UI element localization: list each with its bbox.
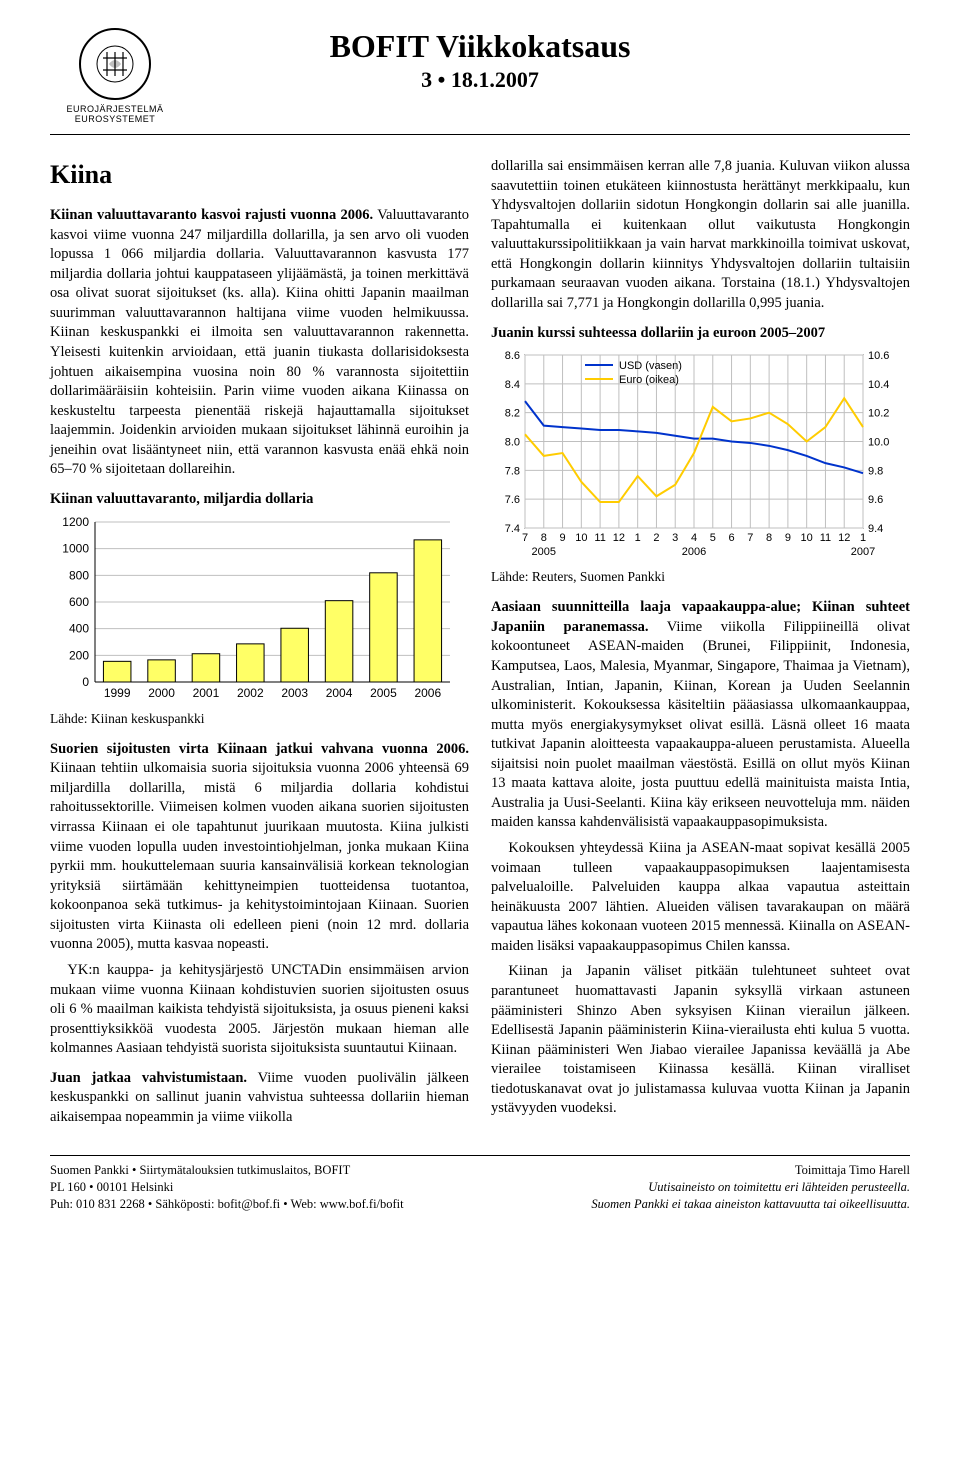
svg-text:11: 11 xyxy=(594,532,605,544)
svg-text:3: 3 xyxy=(672,532,678,544)
svg-text:9.8: 9.8 xyxy=(868,465,883,477)
svg-text:5: 5 xyxy=(710,532,716,544)
svg-text:1200: 1200 xyxy=(62,515,89,529)
header-title: BOFIT Viikkokatsaus 3 • 18.1.2007 xyxy=(180,28,780,93)
chart2: 7.4 7.6 7.8 8.0 8.2 8.4 8.6 9.4 9.6 9.8 10.0 10.2 10… xyxy=(491,347,910,562)
footer-l2: PL 160 • 00101 Helsinki xyxy=(50,1179,404,1196)
svg-text:12: 12 xyxy=(838,532,850,544)
svg-text:2006: 2006 xyxy=(414,686,441,700)
para-2-body: Kiinaan tehtiin ulkomaisia suoria sijoit… xyxy=(50,760,469,952)
svg-text:2001: 2001 xyxy=(193,686,220,700)
svg-text:12: 12 xyxy=(613,532,625,544)
logo-block: EUROJÄRJESTELMÄ EUROSYSTEMET xyxy=(50,28,180,124)
para-1-lead: Kiinan valuuttavaranto kasvoi rajusti vu… xyxy=(50,207,373,223)
svg-text:2007: 2007 xyxy=(851,546,875,558)
svg-text:8.2: 8.2 xyxy=(505,408,520,420)
bank-logo-icon xyxy=(79,28,151,100)
svg-text:11: 11 xyxy=(820,532,831,544)
svg-text:2005: 2005 xyxy=(370,686,397,700)
chart1-title: Kiinan valuuttavaranto, miljardia dollar… xyxy=(50,490,469,510)
chart2-source: Lähde: Reuters, Suomen Pankki xyxy=(491,568,910,586)
svg-text:8: 8 xyxy=(766,532,772,544)
issue-line: 3 • 18.1.2007 xyxy=(180,67,780,93)
svg-text:10: 10 xyxy=(575,532,587,544)
section-heading: Kiina xyxy=(50,157,469,192)
svg-text:10.4: 10.4 xyxy=(868,379,889,391)
right-column: dollarilla sai ensimmäisen kerran alle 7… xyxy=(491,157,910,1133)
page-header: EUROJÄRJESTELMÄ EUROSYSTEMET BOFIT Viikk… xyxy=(50,28,910,135)
para-2: Suorien sijoitusten virta Kiinaan jatkui… xyxy=(50,740,469,955)
svg-text:2002: 2002 xyxy=(237,686,264,700)
chart1: 0 200 400 600 800 1000 1200 1999 2000 2001 2002 200… xyxy=(50,514,469,704)
svg-text:0: 0 xyxy=(82,675,89,689)
svg-text:1999: 1999 xyxy=(104,686,131,700)
svg-text:2004: 2004 xyxy=(326,686,353,700)
svg-text:6: 6 xyxy=(728,532,734,544)
right-para-2-body: Viime viikolla Filippiineillä olivat kok… xyxy=(491,619,910,831)
svg-text:8.6: 8.6 xyxy=(505,350,520,362)
svg-text:9.6: 9.6 xyxy=(868,494,883,506)
svg-text:7: 7 xyxy=(522,532,528,544)
svg-text:7.8: 7.8 xyxy=(505,465,520,477)
footer-r1: Toimittaja Timo Harell xyxy=(591,1162,910,1179)
chart2-title: Juanin kurssi suhteessa dollariin ja eur… xyxy=(491,324,910,344)
svg-text:2: 2 xyxy=(653,532,659,544)
svg-text:1000: 1000 xyxy=(62,541,89,555)
para-3-lead: Juan jatkaa vahvistumistaan. xyxy=(50,1070,247,1086)
svg-text:10.2: 10.2 xyxy=(868,408,889,420)
svg-text:4: 4 xyxy=(691,532,697,544)
svg-text:200: 200 xyxy=(69,648,89,662)
svg-text:2003: 2003 xyxy=(281,686,308,700)
svg-text:1: 1 xyxy=(635,532,641,544)
right-para-1: dollarilla sai ensimmäisen kerran alle 7… xyxy=(491,157,910,314)
svg-text:800: 800 xyxy=(69,568,89,582)
right-para-2b: Kokouksen yhteydessä Kiina ja ASEAN-maat… xyxy=(491,839,910,956)
svg-text:600: 600 xyxy=(69,595,89,609)
para-1: Kiinan valuuttavaranto kasvoi rajusti vu… xyxy=(50,206,469,480)
right-para-2: Aasiaan suunnitteilla laaja vapaakauppa-… xyxy=(491,598,910,833)
svg-text:2000: 2000 xyxy=(148,686,175,700)
svg-text:1: 1 xyxy=(860,532,866,544)
svg-text:7: 7 xyxy=(747,532,753,544)
svg-text:2005: 2005 xyxy=(532,546,556,558)
para-2b: YK:n kauppa- ja kehitysjärjestö UNCTADin… xyxy=(50,961,469,1059)
svg-text:2006: 2006 xyxy=(682,546,706,558)
footer-l3: Puh: 010 831 2268 • Sähköposti: bofit@bo… xyxy=(50,1196,404,1213)
svg-text:9.4: 9.4 xyxy=(868,523,883,535)
svg-text:10: 10 xyxy=(801,532,813,544)
publication-title: BOFIT Viikkokatsaus xyxy=(180,28,780,65)
left-column: Kiina Kiinan valuuttavaranto kasvoi raju… xyxy=(50,157,469,1133)
svg-text:7.6: 7.6 xyxy=(505,494,520,506)
para-2-lead: Suorien sijoitusten virta Kiinaan jatkui… xyxy=(50,741,469,757)
footer-r3: Suomen Pankki ei takaa aineiston kattavu… xyxy=(591,1196,910,1213)
footer-left: Suomen Pankki • Siirtymätalouksien tutki… xyxy=(50,1162,404,1213)
svg-text:9: 9 xyxy=(559,532,565,544)
body-columns: Kiina Kiinan valuuttavaranto kasvoi raju… xyxy=(50,157,910,1133)
svg-text:8: 8 xyxy=(541,532,547,544)
right-para-2c: Kiinan ja Japanin väliset pitkään tuleht… xyxy=(491,962,910,1119)
chart1-source: Lähde: Kiinan keskuspankki xyxy=(50,710,469,728)
logo-sub2: EUROSYSTEMET xyxy=(50,114,180,124)
svg-text:10.6: 10.6 xyxy=(868,350,889,362)
footer-right: Toimittaja Timo Harell Uutisaineisto on … xyxy=(591,1162,910,1213)
svg-text:9: 9 xyxy=(785,532,791,544)
svg-text:10.0: 10.0 xyxy=(868,437,889,449)
page-footer: Suomen Pankki • Siirtymätalouksien tutki… xyxy=(50,1155,910,1213)
footer-l1: Suomen Pankki • Siirtymätalouksien tutki… xyxy=(50,1162,404,1179)
para-2b-body: YK:n kauppa- ja kehitysjärjestö UNCTADin… xyxy=(50,962,469,1056)
svg-text:400: 400 xyxy=(69,621,89,635)
para-1-body: Valuuttavaranto kasvoi viime vuonna 247 … xyxy=(50,207,469,477)
svg-text:8.4: 8.4 xyxy=(505,379,520,391)
svg-text:USD (vasen): USD (vasen) xyxy=(619,360,682,372)
logo-sub1: EUROJÄRJESTELMÄ xyxy=(50,104,180,114)
para-3: Juan jatkaa vahvistumistaan. Viime vuode… xyxy=(50,1069,469,1128)
footer-r2: Uutisaineisto on toimitettu eri lähteide… xyxy=(591,1179,910,1196)
svg-text:8.0: 8.0 xyxy=(505,437,520,449)
svg-text:Euro (oikea): Euro (oikea) xyxy=(619,374,679,386)
svg-text:7.4: 7.4 xyxy=(505,523,520,535)
